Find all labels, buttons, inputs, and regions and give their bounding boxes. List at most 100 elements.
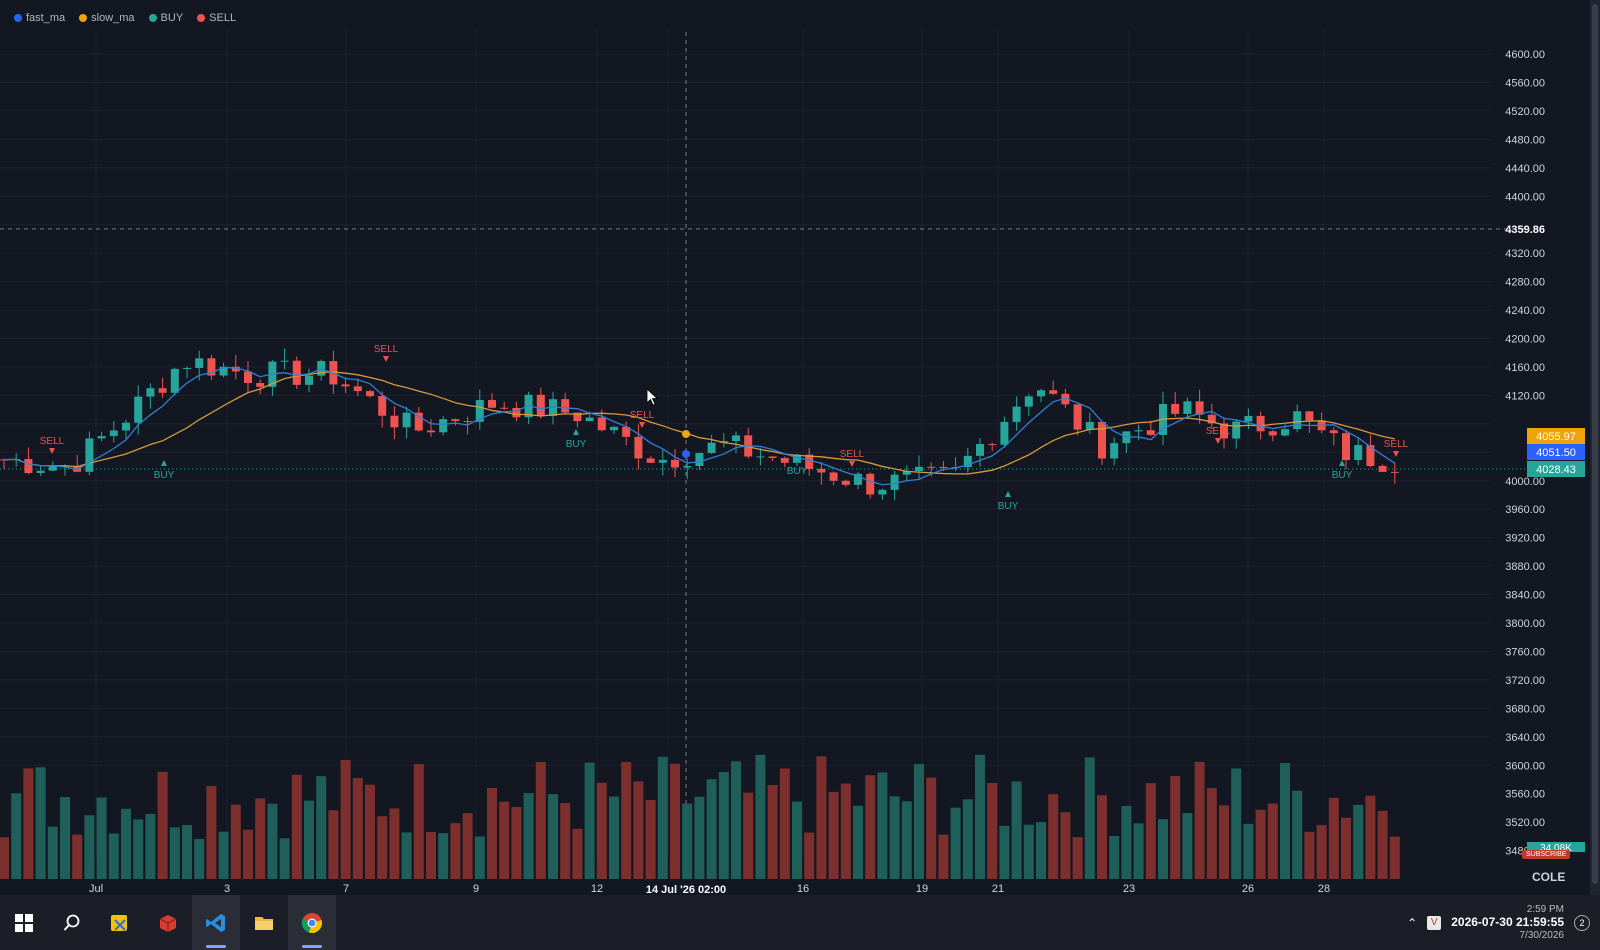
candle-body[interactable]: [1207, 414, 1216, 424]
candle-body[interactable]: [292, 360, 301, 385]
candle-body[interactable]: [622, 426, 631, 437]
candle-body[interactable]: [817, 468, 826, 473]
candle-body[interactable]: [1171, 403, 1180, 414]
candle-body[interactable]: [1329, 430, 1338, 434]
candle-body[interactable]: [378, 396, 387, 416]
candle-body[interactable]: [1134, 430, 1143, 432]
taskbar-app-chrome[interactable]: [288, 895, 336, 950]
taskbar-app-explorer[interactable]: [240, 895, 288, 950]
candle-body[interactable]: [1110, 443, 1119, 459]
chart-area[interactable]: 4600.00 4560.00 4520.00 4480.00 4440.00 4400.…: [0, 0, 1590, 895]
candle-body[interactable]: [1293, 411, 1302, 430]
candle-body[interactable]: [1281, 429, 1289, 436]
candle-body[interactable]: [1098, 421, 1106, 459]
candle-body[interactable]: [1049, 390, 1058, 394]
search-button[interactable]: [48, 895, 96, 950]
candle-body[interactable]: [500, 407, 509, 409]
candle-body[interactable]: [805, 454, 814, 469]
candle-body[interactable]: [610, 426, 618, 431]
candle-body[interactable]: [695, 453, 704, 467]
legend-sell[interactable]: SELL: [197, 12, 236, 24]
candle-body[interactable]: [671, 459, 679, 468]
candle-body[interactable]: [109, 430, 118, 437]
app-tray-icon[interactable]: V: [1427, 915, 1442, 930]
candle-body[interactable]: [1061, 393, 1070, 405]
slow-ma-line[interactable]: [3, 371, 1395, 475]
tray-clock[interactable]: 2:59 PM 2026-07-30 21:59:55 7/30/2026: [1451, 903, 1564, 942]
candle-body[interactable]: [280, 360, 289, 362]
candle-body[interactable]: [195, 358, 204, 369]
candle-body[interactable]: [1085, 421, 1094, 430]
candle-body[interactable]: [134, 396, 143, 423]
chevron-up-icon[interactable]: ⌃: [1407, 915, 1418, 930]
candle-body[interactable]: [1195, 401, 1204, 415]
candle-body[interactable]: [1378, 466, 1387, 472]
candle-body[interactable]: [1073, 404, 1082, 430]
candle-body[interactable]: [146, 388, 155, 397]
candle-body[interactable]: [683, 466, 692, 468]
candle-body[interactable]: [1354, 445, 1363, 461]
candle-body[interactable]: [256, 382, 265, 387]
scrollbar-thumb[interactable]: [1592, 4, 1598, 884]
candle-body[interactable]: [1366, 445, 1375, 467]
candle-body[interactable]: [915, 466, 923, 472]
subscribe-badge[interactable]: SUBSCRIBE: [1522, 850, 1571, 859]
candle-body[interactable]: [768, 456, 777, 458]
candle-body[interactable]: [841, 480, 850, 485]
candle-body[interactable]: [756, 456, 765, 458]
candle-body[interactable]: [390, 415, 399, 428]
candle-body[interactable]: [353, 386, 362, 392]
candle-body[interactable]: [939, 466, 948, 468]
candle-body[interactable]: [183, 368, 191, 370]
candle-body[interactable]: [719, 441, 728, 443]
candle-body[interactable]: [1390, 471, 1399, 473]
candle-body[interactable]: [1000, 421, 1009, 445]
legend-fast-ma[interactable]: fast_ma: [14, 12, 65, 24]
candle-body[interactable]: [475, 399, 484, 422]
taskbar-app-vscode[interactable]: [192, 895, 240, 950]
price-chart[interactable]: 4600.00 4560.00 4520.00 4480.00 4440.00 4400.…: [0, 0, 1590, 895]
candle-body[interactable]: [1305, 411, 1314, 421]
candle-body[interactable]: [341, 384, 350, 387]
candle-body[interactable]: [1012, 406, 1021, 422]
start-button[interactable]: [0, 895, 48, 950]
taskbar-app-snip[interactable]: [96, 895, 144, 950]
candle-body[interactable]: [902, 471, 911, 475]
candle-body[interactable]: [427, 430, 435, 433]
candle-body[interactable]: [366, 391, 374, 397]
candle-body[interactable]: [561, 399, 570, 413]
candle-body[interactable]: [1146, 430, 1155, 435]
candle-body[interactable]: [512, 407, 521, 418]
candle-body[interactable]: [158, 388, 167, 393]
candle-body[interactable]: [646, 458, 655, 463]
candle-body[interactable]: [732, 435, 740, 442]
candle-body[interactable]: [463, 421, 472, 423]
candle-body[interactable]: [976, 443, 984, 456]
candle-body[interactable]: [97, 436, 106, 439]
candle-body[interactable]: [85, 438, 94, 472]
candle-body[interactable]: [414, 412, 423, 431]
candle-body[interactable]: [1183, 401, 1192, 414]
candle-body[interactable]: [829, 472, 838, 481]
candle-body[interactable]: [585, 417, 594, 422]
candle-body[interactable]: [658, 459, 667, 463]
candle-body[interactable]: [451, 419, 460, 422]
candle-body[interactable]: [1232, 421, 1241, 439]
candle-body[interactable]: [707, 442, 716, 454]
notification-count[interactable]: 2: [1574, 914, 1590, 931]
candle-body[interactable]: [890, 474, 899, 490]
candle-body[interactable]: [536, 394, 545, 416]
candle-body[interactable]: [927, 466, 936, 468]
candle-body[interactable]: [1342, 433, 1350, 461]
vertical-scrollbar[interactable]: [1590, 0, 1600, 895]
candle-body[interactable]: [36, 470, 45, 474]
candle-body[interactable]: [634, 436, 643, 459]
candle-body[interactable]: [402, 412, 411, 428]
candle-body[interactable]: [439, 419, 448, 433]
candle-body[interactable]: [24, 459, 33, 474]
candle-body[interactable]: [0, 459, 8, 461]
candle-body[interactable]: [1268, 431, 1277, 436]
candle-body[interactable]: [122, 422, 130, 431]
candle-body[interactable]: [1220, 423, 1228, 439]
candle-body[interactable]: [1024, 396, 1033, 407]
